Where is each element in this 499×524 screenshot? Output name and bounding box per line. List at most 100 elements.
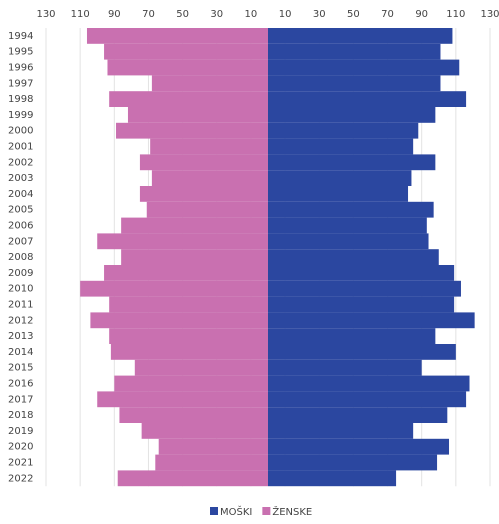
x-tick-label: 70 [381,9,394,20]
y-tick-label: 2015 [8,363,33,374]
x-tick-label: 10 [279,9,292,20]
x-tick-label: 30 [210,9,223,20]
y-tick-label: 2006 [8,221,33,232]
y-tick-label: 2016 [8,379,33,390]
y-tick-label: 2005 [8,205,33,216]
y-tick-label: 2011 [8,300,33,311]
y-tick-label: 2018 [8,410,33,421]
bar [268,328,436,344]
bar [121,217,268,234]
bar [268,59,460,76]
bar [268,233,429,250]
legend-label: MOŠKI [220,505,252,518]
x-tick-label: 130 [480,9,499,20]
y-tick-label: 2020 [8,442,33,453]
bar [155,454,268,471]
bar [110,344,269,360]
bar [141,423,268,439]
x-tick-label: 50 [176,9,189,20]
bar [268,28,453,44]
bar [114,375,268,392]
x-tick-label: 90 [108,9,121,20]
bar [151,75,268,92]
y-tick-label: 2017 [8,394,33,405]
x-tick-label: 10 [245,9,258,20]
bar [268,107,436,123]
x-tick-label: 110 [71,9,90,20]
y-tick-label: 1998 [8,94,33,105]
y-tick-label: 2022 [8,473,33,484]
legend-swatch [210,507,218,515]
y-tick-label: 1997 [8,78,33,89]
bar [119,407,268,423]
y-tick-label: 2021 [8,458,33,469]
bar [268,201,434,218]
y-tick-label: 1994 [8,31,33,42]
bar [268,43,441,60]
bar [268,470,397,487]
y-tick-label: 2010 [8,284,33,295]
x-tick-label: 110 [446,9,465,20]
bar [268,391,467,408]
bar [109,328,268,344]
bar [268,217,427,234]
x-tick-label: 130 [36,9,55,20]
y-tick-label: 1999 [8,110,33,121]
bar [80,280,269,297]
y-tick-label: 2003 [8,173,33,184]
bar [134,359,268,376]
y-tick-label: 2019 [8,426,33,437]
bar [268,454,438,471]
x-tick-label: 50 [347,9,360,20]
bar [268,249,439,265]
bar [151,170,268,186]
bar [121,249,268,265]
bar [90,312,269,329]
y-tick-label: 2004 [8,189,33,200]
bar [116,122,268,139]
y-tick-label: 2013 [8,331,33,342]
bar [127,107,268,123]
bar [268,438,450,455]
y-tick-label: 2012 [8,315,33,326]
bar [150,138,268,155]
y-tick-label: 1996 [8,63,33,74]
bar [139,186,268,202]
x-tick-label: 70 [142,9,155,20]
bar [107,59,268,76]
bar [146,201,268,218]
bar [139,154,268,171]
x-tick-label: 90 [415,9,428,20]
bar [268,91,467,107]
y-tick-label: 2008 [8,252,33,263]
bar [268,122,419,139]
bar [268,344,456,360]
bar [97,233,268,250]
bar [268,359,422,376]
bar [86,28,268,44]
bar [268,407,448,423]
bar [268,75,441,92]
bar [97,391,268,408]
bar [104,43,268,60]
bar [109,91,268,107]
bar [268,280,461,297]
bar [268,186,409,202]
bar [109,296,268,313]
bar [268,154,436,171]
bar [268,265,455,281]
bar [104,265,268,281]
bar [117,470,268,487]
bar [158,438,268,455]
bar [268,375,470,392]
bar [268,296,455,313]
y-tick-label: 2002 [8,157,33,168]
bar [268,312,475,329]
bar [268,423,414,439]
y-tick-label: 2014 [8,347,33,358]
bar [268,170,412,186]
y-tick-label: 1995 [8,47,33,58]
bar [268,138,414,155]
y-tick-label: 2001 [8,142,33,153]
